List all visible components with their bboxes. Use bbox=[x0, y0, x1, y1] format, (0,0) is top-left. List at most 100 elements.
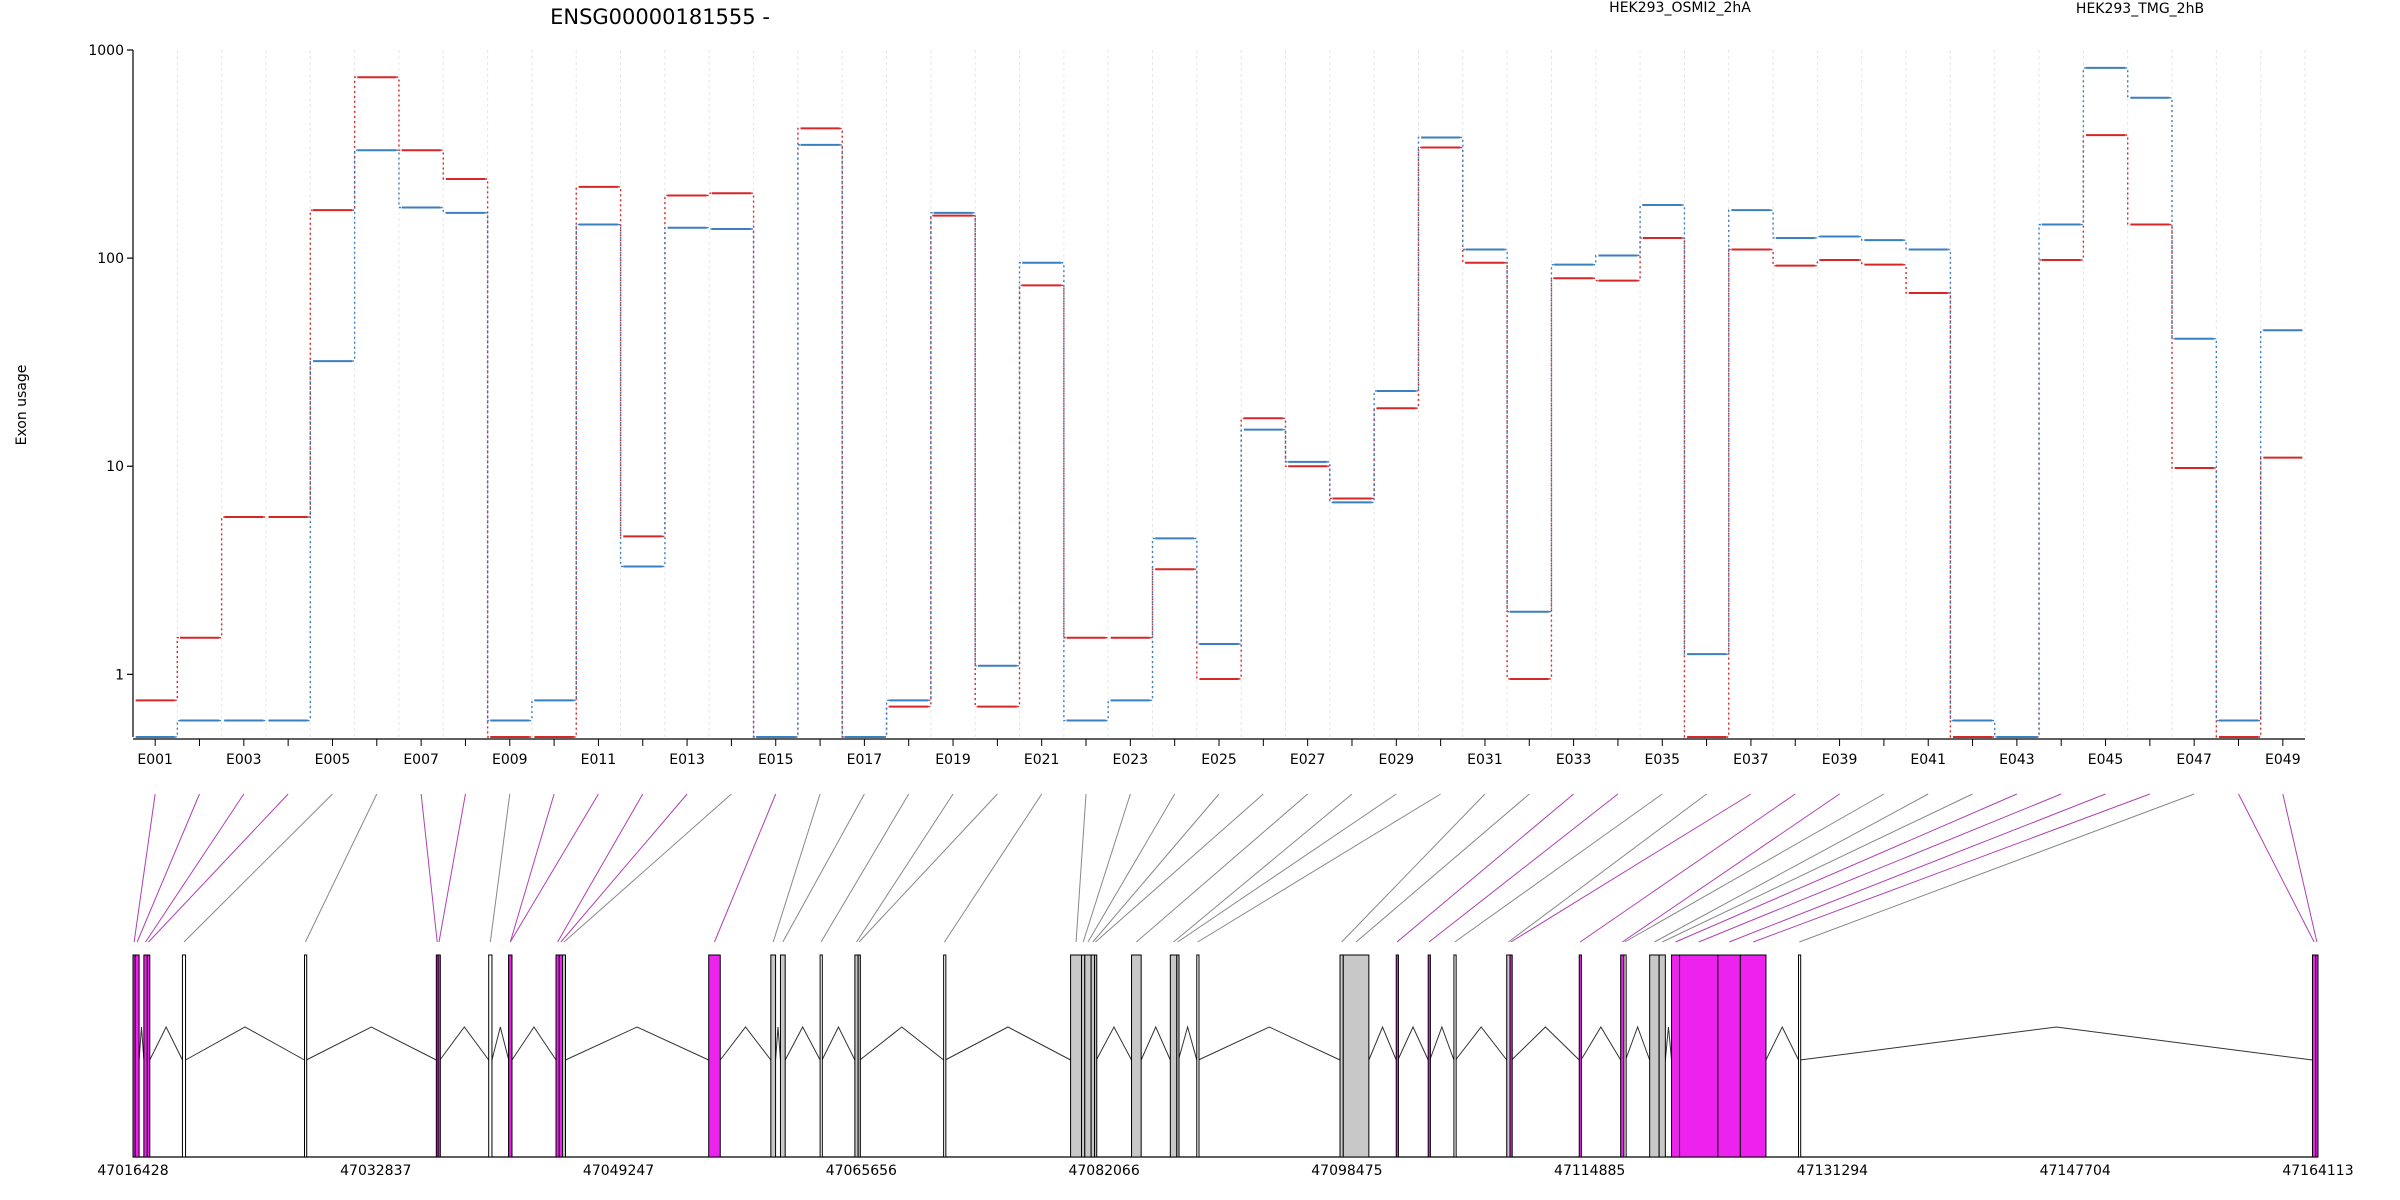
data-connector bbox=[1194, 537, 1200, 645]
data-connector bbox=[1149, 568, 1156, 639]
exon-E016 bbox=[770, 954, 777, 1158]
exon-connector bbox=[1082, 793, 1131, 943]
data-connector bbox=[706, 192, 712, 197]
data-connector bbox=[396, 76, 402, 151]
exon-E021 bbox=[943, 954, 947, 1158]
chart-title: ENSG00000181555 - bbox=[550, 5, 770, 29]
exon-connector bbox=[856, 793, 954, 943]
exon-connector bbox=[1728, 793, 2106, 943]
exon-E032 bbox=[1342, 954, 1370, 1158]
intron bbox=[1511, 1026, 1580, 1061]
exon-E045 bbox=[1717, 954, 1741, 1158]
data-connector bbox=[1681, 204, 1688, 655]
data-connector bbox=[218, 516, 225, 639]
exon-connector bbox=[563, 793, 732, 943]
gene-model: 47016428 47032837 47049247 47065656 47082066… bbox=[97, 954, 2354, 1179]
exon-connector bbox=[145, 793, 245, 943]
data-connector bbox=[1548, 277, 1555, 680]
genomic-coordinate-label: 47131294 bbox=[1797, 1163, 1868, 1179]
data-connector bbox=[883, 699, 890, 738]
data-connector bbox=[1814, 259, 1821, 267]
x-tick-label: E037 bbox=[1733, 752, 1769, 768]
exon-connector bbox=[1654, 793, 1929, 943]
exon-E037 bbox=[1509, 954, 1513, 1158]
exon-connector bbox=[1396, 793, 1574, 943]
x-tick-label: E047 bbox=[2176, 752, 2212, 768]
exon-E025 bbox=[1090, 954, 1096, 1158]
data-connector bbox=[1016, 262, 1023, 667]
exon-E038 bbox=[1578, 954, 1582, 1158]
intron bbox=[1580, 1026, 1622, 1061]
exon-connector bbox=[944, 793, 1043, 943]
y-tick-label: 1 bbox=[115, 667, 124, 683]
data-connector bbox=[1814, 235, 1821, 239]
x-tick-label: E013 bbox=[669, 752, 705, 768]
exon-connector bbox=[1622, 793, 1840, 943]
exon-connector bbox=[304, 793, 378, 943]
intron bbox=[1397, 1025, 1429, 1061]
data-connector bbox=[1415, 136, 1422, 392]
data-connector bbox=[1770, 248, 1776, 267]
data-connector bbox=[1859, 259, 1865, 266]
series-a bbox=[135, 76, 2303, 738]
exon-connector bbox=[489, 793, 511, 943]
data-connector bbox=[440, 149, 446, 180]
data-connector bbox=[2258, 456, 2264, 738]
series-lines bbox=[135, 66, 2303, 738]
exon-connector bbox=[136, 793, 200, 943]
axes: 1 10 100 1000 E001 E003 E005 E007 E009 E011 E013 E0… bbox=[88, 43, 2305, 768]
exon-connector bbox=[183, 793, 333, 943]
intron bbox=[185, 1026, 305, 1061]
data-connector bbox=[1504, 262, 1510, 680]
x-tick-label: E001 bbox=[137, 752, 173, 768]
genomic-coordinate-label: 47065656 bbox=[826, 1163, 897, 1179]
intron bbox=[775, 1026, 781, 1061]
x-tick-label: E003 bbox=[226, 752, 262, 768]
x-tick-label: E021 bbox=[1024, 752, 1060, 768]
x-tick-label: E041 bbox=[1910, 752, 1946, 768]
genomic-coordinate-label: 47082066 bbox=[1068, 1163, 1139, 1179]
exon-connector bbox=[1355, 793, 1530, 943]
exon-connector bbox=[1662, 793, 1973, 943]
exon-E017 bbox=[779, 954, 786, 1158]
exon-connector bbox=[1087, 793, 1176, 943]
exon-connector bbox=[858, 793, 998, 943]
data-connector bbox=[1903, 239, 1909, 251]
x-tick-label: E043 bbox=[1999, 752, 2035, 768]
genomic-coordinate-label: 47114885 bbox=[1554, 1163, 1625, 1179]
intron bbox=[149, 1025, 183, 1061]
genomic-coordinate-label: 47016428 bbox=[97, 1163, 168, 1179]
data-connector bbox=[795, 144, 801, 738]
exon-connector bbox=[1752, 793, 2151, 943]
data-connector bbox=[573, 186, 579, 738]
intron bbox=[1368, 1025, 1397, 1061]
exon-connector bbox=[1454, 793, 1663, 943]
series-b bbox=[135, 66, 2303, 738]
data-connector bbox=[1282, 428, 1289, 463]
exon-connector bbox=[1428, 793, 1619, 943]
intron bbox=[511, 1026, 557, 1061]
exon-E003 bbox=[143, 954, 148, 1158]
y-tick-label: 100 bbox=[97, 251, 124, 267]
data-connector bbox=[1726, 248, 1732, 738]
exon-connector bbox=[133, 793, 156, 943]
exon-E029 bbox=[1176, 954, 1180, 1158]
data-connector bbox=[1947, 292, 1954, 738]
data-connector bbox=[573, 223, 579, 702]
data-connector bbox=[928, 212, 934, 702]
x-tick-label: E025 bbox=[1201, 752, 1237, 768]
data-connector bbox=[174, 637, 180, 702]
data-connector bbox=[1327, 465, 1333, 500]
exon-E006 bbox=[304, 954, 308, 1158]
intron bbox=[784, 1025, 821, 1061]
data-connector bbox=[617, 223, 624, 568]
legend-series-b: HEK293_TMG_2hB bbox=[2076, 1, 2204, 17]
exon-connector bbox=[509, 793, 599, 943]
exon-E042 bbox=[1658, 954, 1666, 1158]
exon-E008 bbox=[437, 954, 441, 1158]
exon-connector bbox=[1675, 793, 2018, 943]
x-tick-label: E023 bbox=[1113, 752, 1149, 768]
data-connector bbox=[972, 214, 978, 708]
